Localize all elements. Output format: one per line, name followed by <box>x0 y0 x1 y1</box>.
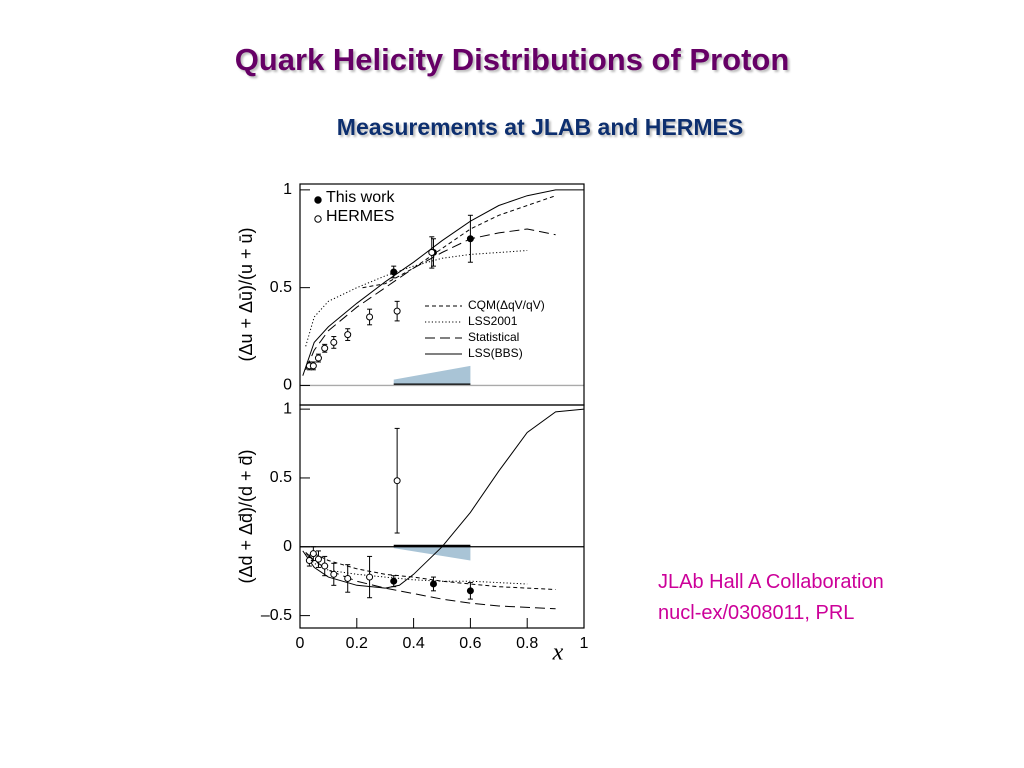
model-curve <box>313 553 556 590</box>
x-tick-label: 0.4 <box>402 635 424 652</box>
y-tick-label: 1 <box>283 181 292 198</box>
x-axis-title: x <box>552 640 564 666</box>
x-tick-label: 1 <box>580 635 589 652</box>
data-point <box>321 344 329 352</box>
legend-marker <box>314 215 322 223</box>
data-point <box>366 573 374 581</box>
y-tick-label: –0.5 <box>261 607 292 624</box>
legend-label: HERMES <box>326 208 394 225</box>
x-tick-label: 0 <box>296 635 305 652</box>
y-tick-label: 0.5 <box>270 279 292 296</box>
model-curve <box>305 551 556 610</box>
model-curve <box>305 553 528 585</box>
slide-subtitle: Measurements at JLAB and HERMES <box>336 114 744 140</box>
legend-label: LSS(BBS) <box>468 346 523 360</box>
data-point <box>309 550 317 558</box>
data-point <box>429 580 437 588</box>
data-point <box>314 354 322 362</box>
panel-frame <box>299 404 585 629</box>
legend-label: CQM(ΔqV/qV) <box>468 298 545 312</box>
y-tick-label: 0.5 <box>270 469 292 486</box>
data-point <box>344 331 352 339</box>
data-point <box>330 570 338 578</box>
x-tick-label: 0.2 <box>346 635 368 652</box>
data-point <box>390 268 398 276</box>
data-point <box>344 574 352 582</box>
y-tick-label: 0 <box>283 538 292 555</box>
annotation: JLAb Hall A Collaboration <box>658 571 884 593</box>
model-curve <box>305 228 556 370</box>
data-point <box>314 555 322 563</box>
systematic-band <box>393 546 471 561</box>
data-point <box>393 307 401 315</box>
y-tick-label: 0 <box>283 377 292 394</box>
legend-label: Statistical <box>468 330 519 344</box>
systematic-band <box>393 365 471 386</box>
data-point <box>309 362 317 370</box>
data-point <box>428 248 436 256</box>
legend-marker <box>314 196 322 204</box>
data-point <box>390 577 398 585</box>
slide-title: Quark Helicity Distributions of Proton <box>234 42 790 77</box>
legend-label: LSS2001 <box>468 314 518 328</box>
data-point <box>321 562 329 570</box>
y-axis-title: (Δu + Δū)/(u + ū) <box>236 227 256 361</box>
x-tick-label: 0.6 <box>459 635 481 652</box>
data-point <box>466 235 474 243</box>
data-point <box>366 313 374 321</box>
model-curve <box>362 195 556 289</box>
model-curve <box>302 408 585 589</box>
annotation: nucl-ex/0308011, PRL <box>658 602 855 624</box>
model-curve <box>302 189 584 376</box>
data-point <box>330 338 338 346</box>
data-point <box>466 587 474 595</box>
x-tick-label: 0.8 <box>516 635 538 652</box>
y-axis-title: (Δd + Δd̄)/(d + d̄) <box>236 449 256 583</box>
legend-label: This work <box>326 189 395 206</box>
y-tick-label: 1 <box>283 400 292 417</box>
data-point <box>393 477 401 485</box>
model-curve <box>305 250 528 347</box>
